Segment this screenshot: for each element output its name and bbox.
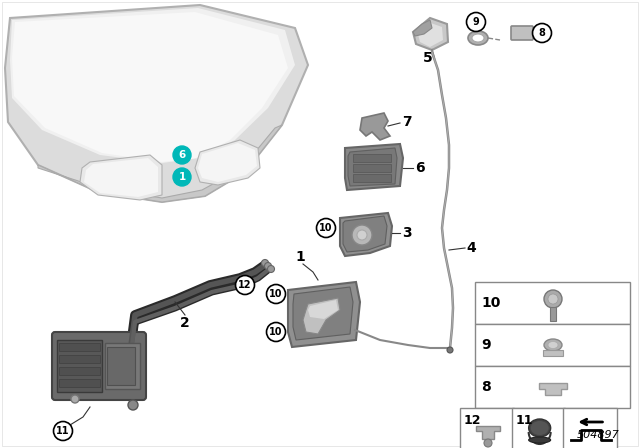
Polygon shape [360,113,390,140]
Bar [107,347,135,385]
Polygon shape [198,143,257,182]
Text: 9: 9 [481,338,491,352]
Polygon shape [38,125,282,202]
Bar [105,343,140,389]
Bar [59,343,100,351]
Circle shape [266,323,285,341]
Circle shape [268,266,275,272]
Text: 10: 10 [319,223,333,233]
Circle shape [447,347,453,353]
Text: 10: 10 [481,296,500,310]
Polygon shape [418,22,443,47]
Text: 2: 2 [180,316,190,330]
Bar [550,307,556,321]
Ellipse shape [472,34,484,42]
Circle shape [317,219,335,237]
Ellipse shape [468,31,488,45]
Circle shape [548,294,558,304]
Circle shape [357,230,367,240]
Circle shape [236,276,255,294]
Circle shape [173,168,191,186]
Bar [543,350,563,356]
Text: 1: 1 [295,250,305,264]
Polygon shape [303,298,340,334]
Polygon shape [345,144,403,190]
Polygon shape [348,148,397,186]
Ellipse shape [544,339,562,351]
Text: 504897: 504897 [577,430,620,440]
Text: 7: 7 [402,115,412,129]
Text: 8: 8 [481,380,491,394]
Bar [563,408,617,448]
Polygon shape [293,287,353,340]
Text: 11: 11 [516,414,533,427]
Text: 10: 10 [269,289,283,299]
Circle shape [352,225,372,245]
Polygon shape [476,426,500,439]
Text: 10: 10 [269,327,283,337]
Text: 8: 8 [539,28,545,38]
Bar [57,340,102,392]
Circle shape [128,400,138,410]
Circle shape [532,23,552,43]
Text: 9: 9 [472,17,479,27]
Polygon shape [10,8,295,163]
Bar [59,355,100,363]
Bar [353,174,391,182]
Polygon shape [84,158,158,197]
Text: 4: 4 [466,241,476,255]
FancyBboxPatch shape [52,332,146,400]
Bar [511,408,565,448]
Circle shape [71,395,79,403]
Polygon shape [5,5,308,202]
Circle shape [262,259,269,267]
Polygon shape [413,18,448,50]
Polygon shape [288,282,360,347]
Text: 5: 5 [423,51,433,65]
Polygon shape [308,300,338,319]
Polygon shape [80,155,162,200]
Polygon shape [343,216,387,252]
Polygon shape [195,140,260,185]
Text: 6: 6 [179,150,186,160]
Polygon shape [340,213,392,256]
Bar [353,164,391,172]
Bar [475,366,630,408]
Polygon shape [12,12,288,162]
Circle shape [54,422,72,440]
Bar [59,379,100,387]
Text: 12: 12 [464,414,481,427]
Text: 6: 6 [415,161,425,175]
FancyBboxPatch shape [511,26,533,40]
Bar [59,367,100,375]
Polygon shape [413,20,432,36]
Ellipse shape [548,341,558,349]
Circle shape [484,439,492,447]
Ellipse shape [529,419,550,437]
Bar [475,282,630,324]
Polygon shape [539,383,567,395]
Circle shape [266,284,285,303]
Bar [353,154,391,162]
Ellipse shape [531,421,548,435]
Circle shape [544,290,562,308]
Text: 11: 11 [56,426,70,436]
Bar [475,324,630,366]
Circle shape [467,13,486,31]
Ellipse shape [529,437,550,443]
Circle shape [264,263,271,270]
Text: 1: 1 [179,172,186,182]
Bar [460,408,514,448]
Circle shape [173,146,191,164]
Text: 3: 3 [402,226,412,240]
Text: 12: 12 [238,280,252,290]
